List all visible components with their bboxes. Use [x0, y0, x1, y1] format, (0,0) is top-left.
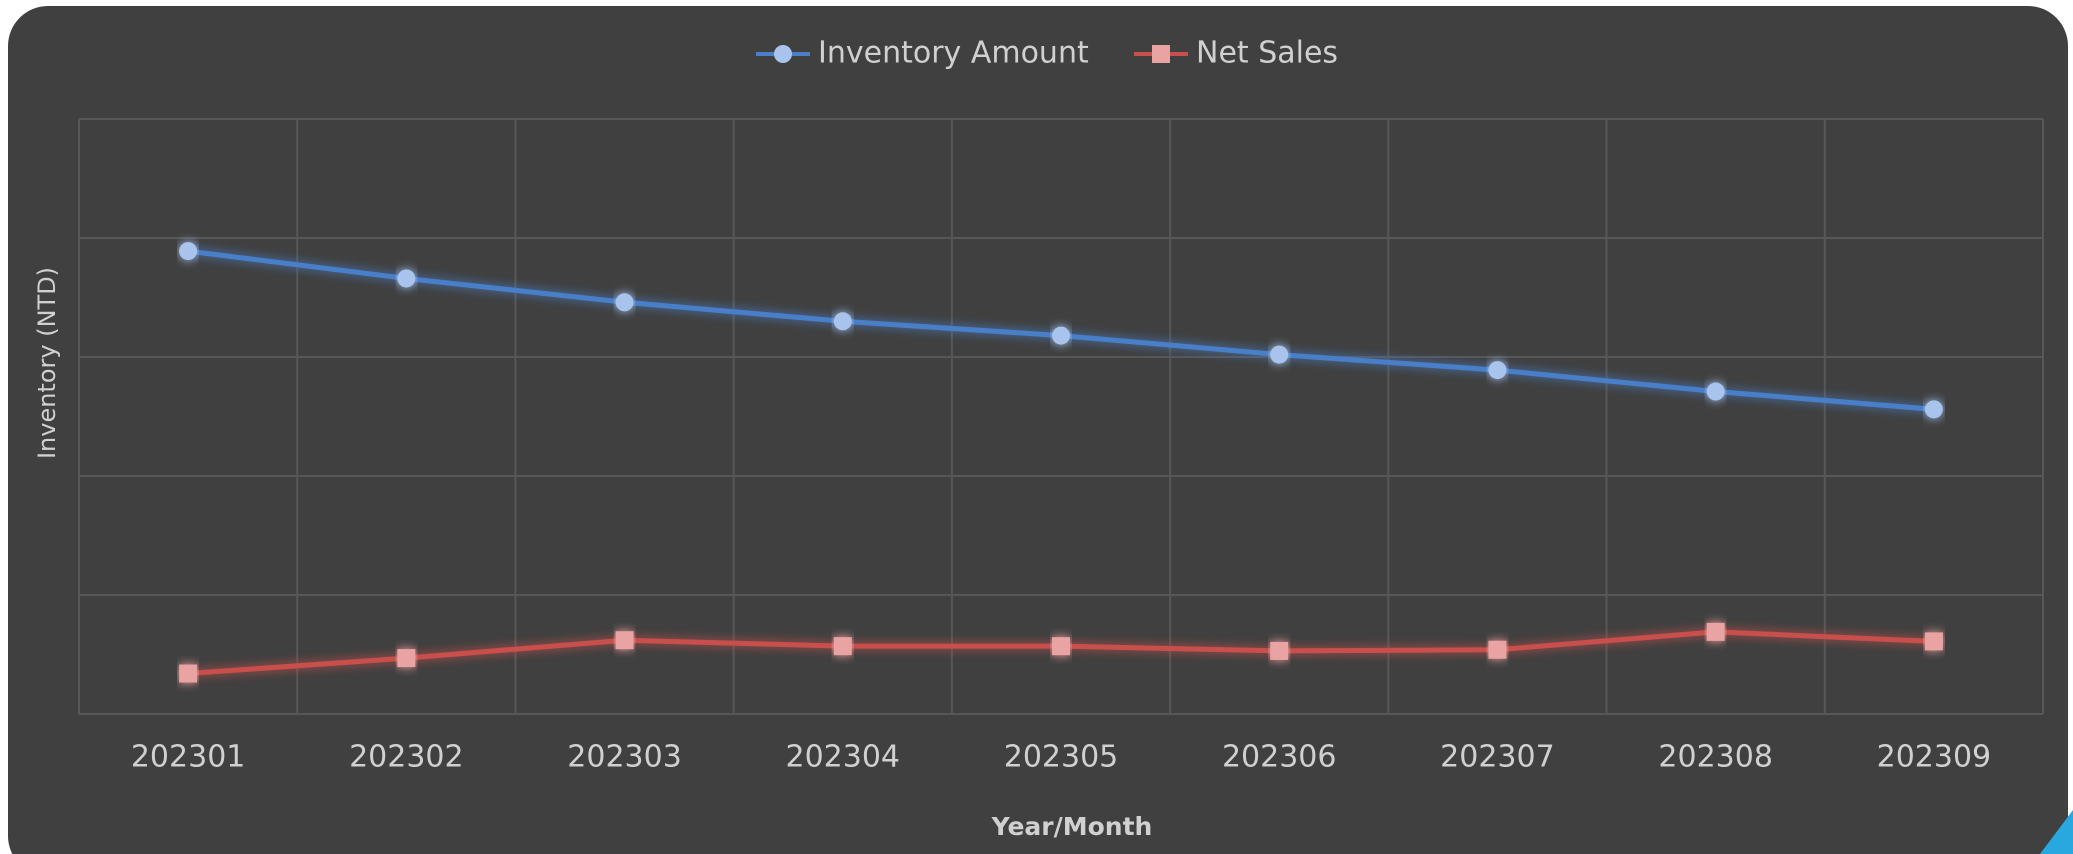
- point-marker: [1052, 637, 1070, 656]
- legend-marker: [774, 45, 792, 63]
- point-marker: [1052, 326, 1070, 345]
- x-tick-label: 202308: [1658, 740, 1773, 775]
- x-tick-label: 202306: [1222, 740, 1337, 775]
- x-tick-label: 202301: [131, 740, 246, 775]
- point-marker: [397, 649, 416, 668]
- point-marker: [1270, 345, 1289, 364]
- point-marker: [615, 631, 634, 650]
- point-marker: [1488, 640, 1507, 659]
- point-marker: [615, 293, 634, 312]
- x-tick-label: 202304: [786, 740, 901, 775]
- x-tick-label: 202305: [1004, 740, 1119, 775]
- point-marker: [833, 637, 852, 656]
- legend-label: Inventory Amount: [818, 36, 1089, 71]
- x-axis-title: Year/Month: [991, 812, 1153, 841]
- page-corner: [2040, 810, 2073, 854]
- x-tick-label: 202309: [1877, 740, 1992, 775]
- point-marker: [1706, 382, 1725, 401]
- x-tick-label: 202303: [567, 740, 682, 775]
- point-marker: [1270, 641, 1289, 660]
- x-tick-label: 202302: [349, 740, 464, 775]
- point-marker: [1706, 622, 1725, 641]
- point-marker: [397, 269, 416, 288]
- point-marker: [1488, 361, 1507, 380]
- point-marker: [833, 312, 852, 331]
- point-marker: [1924, 632, 1943, 651]
- point-marker: [179, 242, 198, 261]
- y-axis-title: Inventory (NTD): [33, 267, 61, 459]
- legend-label: Net Sales: [1196, 36, 1338, 71]
- point-marker: [1924, 400, 1943, 419]
- point-marker: [179, 664, 198, 683]
- legend-marker: [1152, 45, 1170, 63]
- chart-background: [8, 6, 2068, 854]
- x-tick-label: 202307: [1440, 740, 1555, 775]
